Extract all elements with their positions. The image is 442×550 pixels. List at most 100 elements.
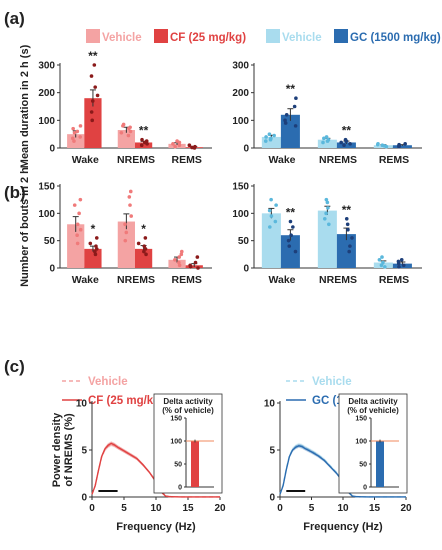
y-tick-label: 200 [232, 88, 249, 99]
category-label: REMS [171, 274, 201, 286]
category-label: NREMS [319, 274, 357, 286]
data-point [90, 99, 95, 103]
bar [392, 145, 412, 148]
data-point [293, 124, 298, 128]
data-point [294, 96, 298, 100]
data-point [324, 197, 329, 202]
data-point [129, 214, 133, 218]
bar [317, 139, 337, 148]
bar [134, 248, 153, 268]
x-tick-label: 0 [89, 503, 95, 514]
data-point [344, 217, 349, 221]
data-point [143, 247, 148, 251]
legend-c-left: Vehicle CF (25 mg/kg) [62, 376, 164, 407]
legend-label-cf: CF (25 mg/kg) [88, 395, 164, 407]
data-point [342, 143, 346, 148]
data-point [196, 266, 200, 270]
y-tick-label: 0 [49, 264, 55, 275]
data-point [380, 143, 385, 148]
category-label: Wake [72, 274, 99, 286]
data-point [78, 135, 82, 139]
data-point [401, 263, 406, 268]
bar [261, 213, 281, 268]
y-tick-label: 0 [49, 144, 55, 155]
data-point [92, 63, 97, 67]
data-point [173, 144, 177, 149]
x-tick-label: 15 [182, 503, 194, 514]
data-point [179, 252, 184, 257]
data-point [288, 219, 293, 224]
data-point [289, 233, 293, 237]
data-point [379, 263, 384, 268]
data-point [94, 247, 99, 251]
y-tick-label: 5 [269, 446, 275, 457]
significance-marker: ** [139, 124, 149, 138]
data-point [284, 113, 289, 117]
chart-a-left: 0 100 200 300 Mean duration in 2 h (s) Wake NR… [19, 44, 212, 168]
x-tick-label: 5 [121, 503, 127, 514]
x-axis-label: Frequency (Hz) [116, 521, 196, 533]
category-label: NREMS [319, 154, 357, 166]
data-point [143, 236, 148, 240]
significance-marker: ** [286, 82, 296, 96]
data-point [283, 121, 288, 125]
y-tick-label: 0 [269, 493, 275, 504]
y-axis-label: Power density [51, 412, 63, 487]
category-label: NREMS [117, 154, 155, 166]
series-line [279, 445, 406, 498]
data-point [396, 259, 401, 264]
x-tick-label: 10 [150, 503, 162, 514]
inset-tick-label: 100 [355, 439, 367, 446]
y-tick-label: 0 [243, 144, 249, 155]
data-point [89, 110, 94, 114]
data-point [75, 241, 80, 246]
data-point [121, 122, 126, 127]
data-point [326, 137, 331, 142]
data-point [70, 136, 75, 141]
y-tick-label: 150 [38, 182, 55, 193]
inset-tick-label: 0 [178, 485, 182, 492]
data-point [272, 133, 276, 138]
data-point [90, 118, 95, 123]
data-point [273, 219, 278, 224]
data-point [339, 140, 343, 145]
data-point [72, 203, 77, 207]
data-point [274, 203, 278, 207]
category-label: Wake [268, 274, 295, 286]
data-point [127, 195, 132, 199]
x-tick-label: 20 [214, 503, 226, 514]
inset-title: Delta activity [348, 397, 398, 406]
data-point [78, 124, 83, 128]
data-point [77, 211, 81, 216]
data-point [380, 255, 384, 259]
legend-label-vehicle: Vehicle [312, 376, 352, 388]
data-point [78, 227, 83, 232]
data-point [321, 140, 325, 145]
data-point [324, 211, 328, 216]
data-point [324, 135, 329, 139]
data-point [128, 129, 133, 134]
data-point [269, 136, 273, 141]
data-point [144, 139, 149, 143]
data-point [94, 236, 99, 240]
data-point [177, 255, 181, 259]
inset-tick-label: 150 [355, 416, 367, 423]
bar [168, 259, 186, 268]
legend-swatch-vehicle [86, 29, 100, 43]
inset-box [338, 393, 408, 494]
data-point [195, 255, 200, 259]
bar [336, 142, 356, 148]
data-point [343, 137, 348, 142]
data-point [188, 263, 192, 268]
data-point [377, 258, 382, 262]
delta-inset: Delta activity(% of vehicle) 0 50 100 150 [153, 393, 223, 494]
category-label: REMS [171, 154, 201, 166]
data-point [348, 244, 352, 248]
data-point [93, 249, 97, 254]
delta-inset: Delta activity(% of vehicle) 0 50 100 150 [338, 393, 408, 494]
data-point [142, 249, 146, 254]
bar [168, 143, 186, 148]
data-point [348, 142, 352, 146]
significance-marker: * [141, 222, 146, 236]
